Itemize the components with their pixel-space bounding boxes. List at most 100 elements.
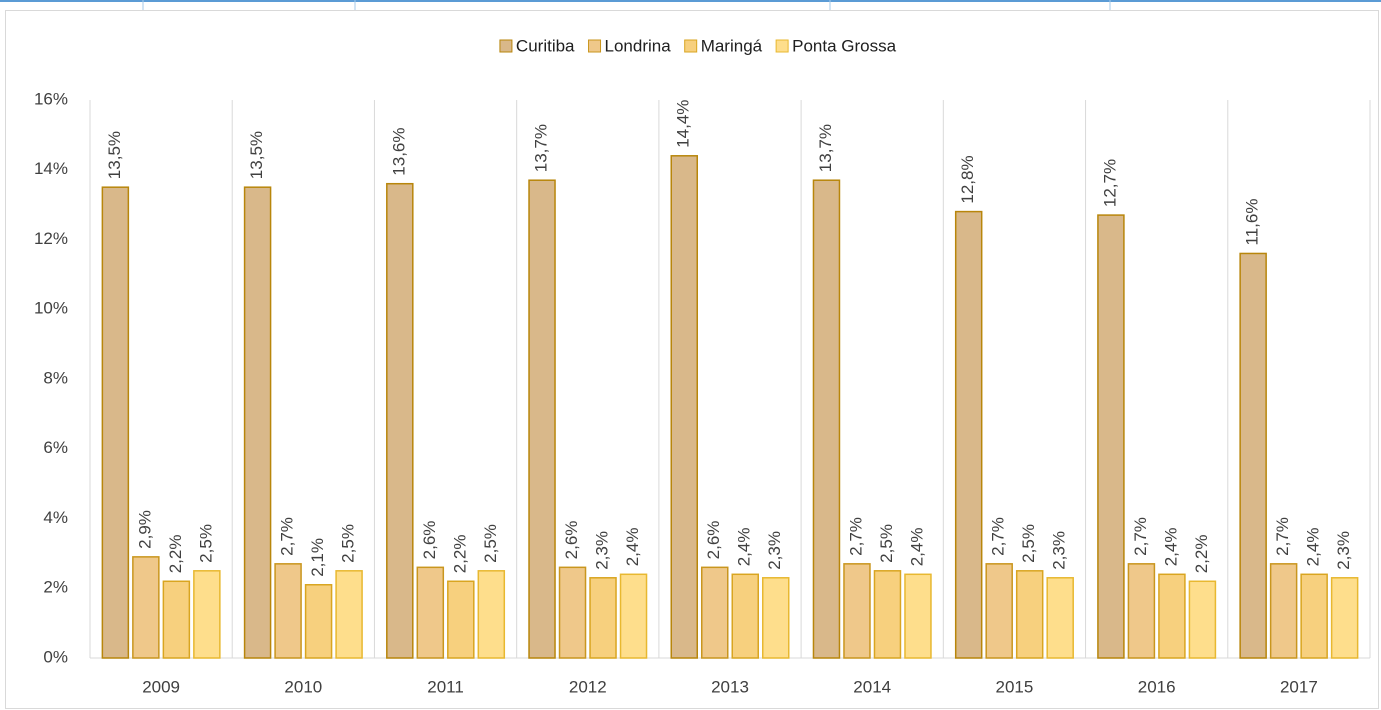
data-label: 2,9%: [135, 510, 154, 549]
data-label: 12,8%: [958, 155, 977, 203]
data-label: 2,2%: [450, 535, 469, 574]
y-tick-label: 10%: [34, 299, 68, 318]
data-label: 2,5%: [877, 524, 896, 563]
x-tick-label: 2011: [427, 677, 464, 696]
bar: [101, 186, 130, 659]
data-label: 2,6%: [420, 521, 439, 560]
data-label: 2,7%: [846, 517, 865, 556]
bar: [193, 570, 221, 659]
bar: [416, 566, 445, 659]
bar: [619, 573, 648, 659]
x-tick-label: 2017: [1280, 677, 1318, 696]
bar: [1015, 570, 1044, 659]
bar: [1239, 252, 1267, 659]
bar: [477, 570, 506, 659]
legend: Curitiba Londrina Maringá Ponta Grossa: [499, 36, 897, 55]
y-tick-label: 12%: [34, 229, 68, 248]
legend-swatch: [775, 39, 789, 53]
bar: [670, 155, 698, 659]
bar: [274, 563, 302, 659]
data-label: 12,7%: [1100, 159, 1119, 207]
data-label: 2,2%: [166, 535, 185, 574]
legend-label: Londrina: [605, 36, 672, 55]
y-tick-label: 8%: [43, 368, 68, 387]
y-tick-label: 16%: [34, 89, 68, 108]
bar: [1127, 563, 1156, 659]
bar: [1097, 214, 1125, 659]
data-label: 2,4%: [1304, 528, 1323, 567]
data-label: 2,4%: [735, 528, 754, 567]
bar: [304, 584, 333, 659]
legend-label: Ponta Grossa: [792, 36, 896, 55]
bar: [731, 573, 759, 659]
bar: [447, 580, 475, 659]
y-tick-label: 14%: [34, 159, 68, 178]
legend-swatch: [684, 39, 698, 53]
bar: [528, 179, 556, 659]
data-label: 2,3%: [1334, 531, 1353, 570]
data-label: 2,6%: [704, 521, 723, 560]
data-label: 2,5%: [481, 524, 500, 563]
x-tick-label: 2012: [569, 677, 607, 696]
data-label: 2,5%: [196, 524, 215, 563]
y-tick-label: 6%: [43, 438, 68, 457]
bar: [1188, 580, 1217, 659]
legend-swatch: [588, 39, 602, 53]
y-tick-label: 2%: [43, 578, 68, 597]
data-label: 2,3%: [765, 531, 784, 570]
data-label: 13,5%: [105, 131, 124, 179]
bar: [954, 210, 983, 659]
x-tick-label: 2013: [711, 677, 749, 696]
bar: [701, 566, 729, 659]
bar: [873, 570, 902, 659]
data-label: 13,6%: [389, 127, 408, 175]
data-label: 2,4%: [623, 528, 642, 567]
data-label: 2,5%: [339, 524, 358, 563]
data-label: 2,1%: [308, 538, 327, 577]
x-tick-label: 2009: [142, 677, 180, 696]
x-tick-label: 2015: [996, 677, 1034, 696]
data-label: 13,5%: [247, 131, 266, 179]
x-tick-label: 2010: [284, 677, 322, 696]
data-label: 13,7%: [816, 124, 835, 172]
data-label: 13,7%: [532, 124, 551, 172]
data-label: 11,6%: [1243, 198, 1262, 245]
data-label: 2,4%: [1161, 528, 1180, 567]
data-label: 2,3%: [593, 531, 612, 570]
x-tick-label: 2016: [1138, 677, 1176, 696]
data-label: 2,2%: [1192, 535, 1211, 574]
data-label: 2,7%: [1131, 517, 1150, 556]
data-label: 2,6%: [562, 521, 581, 560]
bar: [335, 570, 363, 659]
y-tick-label: 4%: [43, 508, 68, 527]
data-label: 2,7%: [1273, 517, 1292, 556]
legend-label: Curitiba: [516, 36, 575, 55]
bar: [1046, 577, 1074, 659]
bar: [812, 179, 841, 659]
data-label: 2,5%: [1019, 524, 1038, 563]
data-label: 2,7%: [989, 517, 1008, 556]
legend-swatch: [499, 39, 513, 53]
data-label: 2,7%: [278, 517, 297, 556]
legend-label: Maringá: [701, 36, 763, 55]
bar: [243, 186, 272, 659]
bar: [843, 563, 871, 659]
bar: [162, 580, 191, 659]
bar: [1269, 563, 1298, 659]
bar: [132, 556, 160, 659]
bar: [762, 577, 790, 659]
bar: [985, 563, 1013, 659]
bar: [386, 182, 414, 659]
x-tick-label: 2014: [853, 677, 891, 696]
bar: [589, 577, 617, 659]
data-label: 14,4%: [674, 100, 693, 148]
bar: [558, 566, 587, 659]
bar: [904, 573, 932, 659]
sheet-cells: [142, 0, 1111, 10]
bar: [1300, 573, 1328, 659]
data-label: 2,4%: [907, 528, 926, 567]
y-tick-label: 0%: [43, 647, 68, 666]
bar: [1158, 573, 1186, 659]
